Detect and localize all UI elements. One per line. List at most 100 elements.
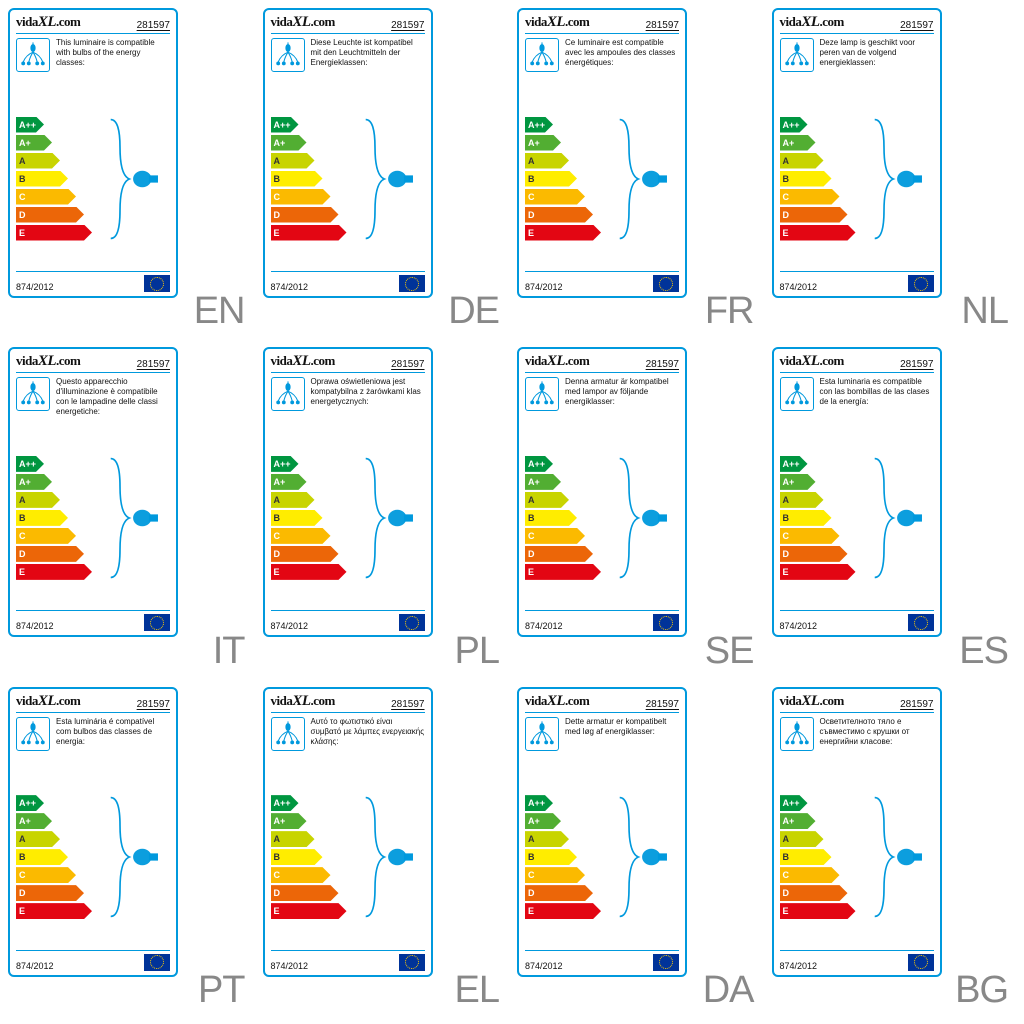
energy-arrows: A++A+ABCDE (16, 117, 92, 241)
bulb-bracket (351, 453, 425, 583)
chandelier-icon (528, 380, 556, 408)
bulb-bracket (860, 453, 934, 583)
luminaire-icon-box (780, 38, 814, 72)
description-row: Oprawa oświetleniowa jest kompatybilna z… (271, 377, 425, 423)
eu-flag-icon (908, 275, 934, 292)
energy-arrow-D: D (271, 546, 339, 562)
energy-arrow-B: B (525, 849, 577, 865)
energy-row: A++A+ABCDE (525, 769, 679, 946)
energy-arrow-C: C (525, 867, 585, 883)
footer-row: 874/2012 (525, 950, 679, 971)
energy-arrows: A++A+ABCDE (780, 117, 856, 241)
energy-arrow-E: E (16, 903, 92, 919)
energy-arrow-Aplus+: A++ (525, 795, 553, 811)
energy-arrow-Aplus+: A++ (525, 117, 553, 133)
eu-flag-icon (399, 954, 425, 971)
chandelier-icon (528, 720, 556, 748)
model-number: 281597 (137, 20, 170, 31)
energy-row: A++A+ABCDE (780, 429, 934, 606)
energy-arrow-B: B (16, 171, 68, 187)
description-row: Denna armatur är kompatibel med lampor a… (525, 377, 679, 423)
energy-arrow-C: C (780, 189, 840, 205)
energy-arrow-D: D (780, 885, 848, 901)
energy-label-card: vidaXL.com 281597 This luminaire is comp… (8, 8, 178, 298)
header-row: vidaXL.com 281597 (525, 693, 679, 713)
header-row: vidaXL.com 281597 (16, 353, 170, 373)
description-text: Ce luminaire est compatible avec les amp… (565, 38, 679, 68)
label-cell: vidaXL.com 281597 Deze lamp is geschikt … (772, 8, 1017, 337)
description-text: Diese Leuchte ist kompatibel mit den Leu… (311, 38, 425, 68)
energy-row: A++A+ABCDE (16, 769, 170, 946)
luminaire-icon-box (271, 377, 305, 411)
description-row: Ce luminaire est compatible avec les amp… (525, 38, 679, 84)
energy-arrow-Aplus: A+ (16, 135, 52, 151)
energy-arrow-Aplus+: A++ (271, 117, 299, 133)
description-row: Esta luminária é compatível com bulbos d… (16, 717, 170, 763)
language-code: PL (455, 630, 499, 673)
energy-arrow-A: A (780, 831, 824, 847)
footer-row: 874/2012 (780, 271, 934, 292)
bulb-bracket (860, 114, 934, 244)
header-row: vidaXL.com 281597 (16, 14, 170, 34)
chandelier-icon (19, 41, 47, 69)
chandelier-icon (274, 41, 302, 69)
energy-arrows: A++A+ABCDE (271, 117, 347, 241)
brand-logo: vidaXL.com (525, 14, 589, 31)
energy-arrows: A++A+ABCDE (780, 795, 856, 919)
energy-arrow-Aplus+: A++ (780, 456, 808, 472)
energy-arrow-B: B (271, 510, 323, 526)
footer-row: 874/2012 (16, 950, 170, 971)
energy-arrow-Aplus+: A++ (271, 456, 299, 472)
regulation-text: 874/2012 (271, 961, 309, 971)
energy-arrow-A: A (16, 831, 60, 847)
energy-arrow-Aplus+: A++ (780, 795, 808, 811)
energy-label-card: vidaXL.com 281597 Ce luminaire est compa… (517, 8, 687, 298)
bracket-bulb-icon (869, 453, 925, 583)
energy-arrow-B: B (780, 510, 832, 526)
eu-flag-icon (908, 614, 934, 631)
energy-arrow-A: A (271, 153, 315, 169)
language-code: EL (455, 969, 499, 1012)
energy-arrow-D: D (16, 207, 84, 223)
energy-arrow-E: E (780, 225, 856, 241)
energy-row: A++A+ABCDE (525, 429, 679, 606)
energy-arrow-Aplus: A+ (16, 813, 52, 829)
label-cell: vidaXL.com 281597 Αυτό το φωτιστικό είνα… (263, 687, 508, 1016)
luminaire-icon-box (16, 38, 50, 72)
regulation-text: 874/2012 (271, 621, 309, 631)
brand-logo: vidaXL.com (780, 353, 844, 370)
energy-label-card: vidaXL.com 281597 Questo apparecchio d'i… (8, 347, 178, 637)
model-number: 281597 (391, 20, 424, 31)
bracket-bulb-icon (105, 453, 161, 583)
energy-arrow-D: D (271, 885, 339, 901)
energy-label-card: vidaXL.com 281597 Diese Leuchte ist komp… (263, 8, 433, 298)
energy-arrows: A++A+ABCDE (780, 456, 856, 580)
regulation-text: 874/2012 (525, 621, 563, 631)
bulb-bracket (605, 114, 679, 244)
eu-flag-icon (144, 954, 170, 971)
energy-arrow-A: A (780, 492, 824, 508)
energy-arrow-Aplus: A+ (16, 474, 52, 490)
regulation-text: 874/2012 (525, 961, 563, 971)
energy-arrow-E: E (525, 903, 601, 919)
energy-arrow-E: E (16, 564, 92, 580)
language-code: NL (961, 290, 1008, 333)
energy-arrow-C: C (16, 867, 76, 883)
energy-arrows: A++A+ABCDE (525, 456, 601, 580)
model-number: 281597 (900, 20, 933, 31)
energy-arrow-B: B (780, 171, 832, 187)
energy-arrow-Aplus: A+ (780, 135, 816, 151)
energy-arrow-D: D (780, 207, 848, 223)
energy-row: A++A+ABCDE (525, 90, 679, 267)
header-row: vidaXL.com 281597 (525, 353, 679, 373)
energy-arrow-B: B (271, 171, 323, 187)
luminaire-icon-box (525, 377, 559, 411)
language-code: PT (198, 969, 245, 1012)
bracket-bulb-icon (614, 114, 670, 244)
luminaire-icon-box (780, 377, 814, 411)
eu-flag-icon (144, 275, 170, 292)
brand-logo: vidaXL.com (525, 353, 589, 370)
energy-row: A++A+ABCDE (271, 90, 425, 267)
energy-arrow-B: B (525, 171, 577, 187)
regulation-text: 874/2012 (780, 961, 818, 971)
